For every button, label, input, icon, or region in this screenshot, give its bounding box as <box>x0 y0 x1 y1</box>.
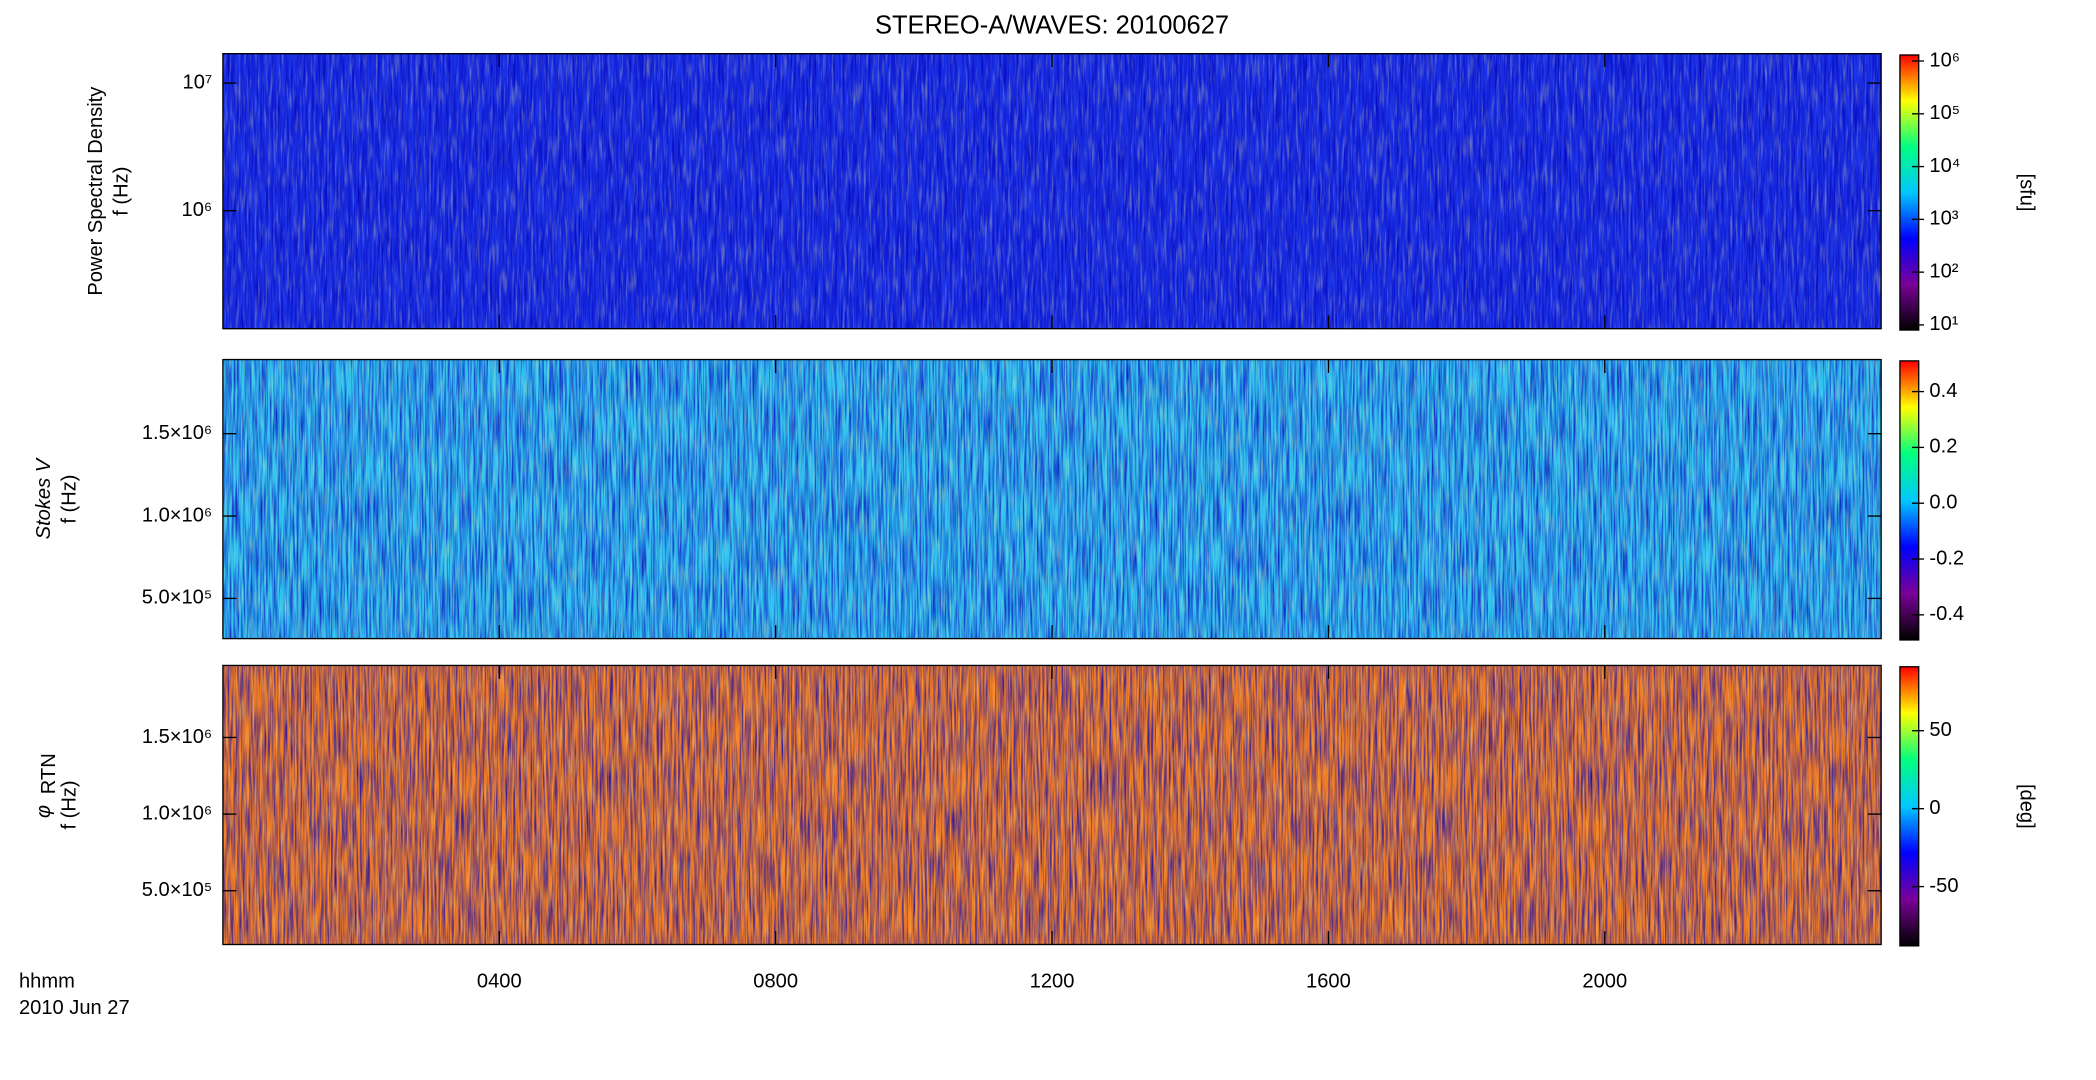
colorbar-tick-label: 10⁶ <box>1929 49 1960 71</box>
x-tick-label: 2000 <box>1582 970 1627 992</box>
y-axis-label: φ <box>33 805 55 818</box>
y-tick-label: 5.0×10⁵ <box>142 879 212 901</box>
colorbar-tick-label: 0.0 <box>1929 492 1957 514</box>
colorbar-label: [deg] <box>2016 784 2038 829</box>
y-tick-label: 10⁶ <box>182 199 213 221</box>
chart-title: STEREO-A/WAVES: 20100627 <box>875 12 1229 40</box>
colorbar <box>1899 360 1920 641</box>
y-axis-label: Power Spectral Density <box>85 86 107 296</box>
x-axis-label: hhmm <box>19 970 75 992</box>
y-tick-label: 1.0×10⁶ <box>142 802 212 824</box>
colorbar-tick-label: 10³ <box>1929 208 1958 230</box>
colorbar-label: [sfu] <box>2016 174 2038 212</box>
colorbar-tick-label: -50 <box>1929 875 1958 897</box>
y-axis-label: f (Hz) <box>58 780 80 829</box>
colorbar-tick-label: 10¹ <box>1929 313 1958 335</box>
colorbar-tick-label: 0.2 <box>1929 436 1957 458</box>
y-axis-label: Stokes V <box>33 457 55 539</box>
x-axis-label: 2010 Jun 27 <box>19 997 130 1019</box>
colorbar <box>1899 666 1920 947</box>
x-tick-label: 0400 <box>477 970 522 992</box>
colorbar-tick-label: 10⁵ <box>1929 102 1960 124</box>
colorbar-tick-label: 10⁴ <box>1929 155 1960 177</box>
colorbar-tick-label: -0.4 <box>1929 603 1964 625</box>
x-tick-label: 1600 <box>1306 970 1351 992</box>
y-axis-label: f (Hz) <box>58 475 80 524</box>
x-tick-label: 1200 <box>1030 970 1075 992</box>
x-tick-label: 0800 <box>753 970 798 992</box>
colorbar-tick-label: 0.4 <box>1929 380 1957 402</box>
spectrogram-texture <box>222 665 1882 945</box>
y-tick-label: 1.5×10⁶ <box>142 422 212 444</box>
spectrogram-texture <box>222 359 1882 639</box>
colorbar-tick-label: 50 <box>1929 719 1951 741</box>
y-tick-label: 1.0×10⁶ <box>142 504 212 526</box>
y-axis-label: f (Hz) <box>111 167 133 216</box>
colorbar-tick-label: -0.2 <box>1929 547 1964 569</box>
colorbar-tick-label: 10² <box>1929 260 1958 282</box>
spectrogram-texture <box>222 53 1882 329</box>
y-tick-label: 5.0×10⁵ <box>142 587 212 609</box>
colorbar <box>1899 54 1920 331</box>
y-axis-label-subscript: RTN <box>38 753 60 794</box>
y-tick-label: 1.5×10⁶ <box>142 726 212 748</box>
y-tick-label: 10⁷ <box>183 71 213 93</box>
colorbar-tick-label: 0 <box>1929 797 1940 819</box>
